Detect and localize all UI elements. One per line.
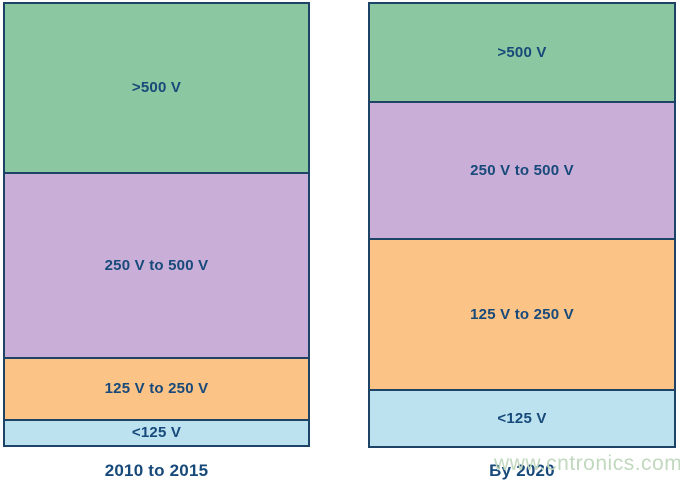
stacked-bar-2010-2015: >500 V 250 V to 500 V 125 V to 250 V <125 V [3,2,310,447]
segment-lt-125v-by-2020: <125 V [370,388,674,446]
segment-label-250v-500v: 250 V to 500 V [104,256,209,274]
segment-lt-125v-2010-to-2015: <125 V [5,418,308,445]
segment-label-lt-125v: <125 V [497,409,547,427]
segment-label-250v-500v: 250 V to 500 V [470,162,574,180]
segment-gt-500v-2010-to-2015: >500 V [5,4,308,172]
segment-125v-250v-2010-to-2015: 125 V to 250 V [5,356,308,419]
bar-label-2010-2015: 2010 to 2015 [104,461,209,480]
segment-125v-250v-by-2020: 125 V to 250 V [370,238,674,389]
bar-label-by-2020: By 2020 [489,461,555,480]
stacked-bar-by-2020: >500 V 250 V to 500 V 125 V to 250 V <125 V [368,2,676,448]
segment-label-125v-250v: 125 V to 250 V [470,305,574,323]
segment-label-gt-500v: >500 V [131,79,182,97]
segment-label-lt-125v: <125 V [131,424,182,442]
segment-label-125v-250v: 125 V to 250 V [104,380,209,398]
segment-250v-500v-2010-to-2015: 250 V to 500 V [5,171,308,357]
segment-250v-500v-by-2020: 250 V to 500 V [370,101,674,239]
segment-label-gt-500v: >500 V [497,44,547,62]
segment-gt-500v-by-2020: >500 V [370,4,674,102]
